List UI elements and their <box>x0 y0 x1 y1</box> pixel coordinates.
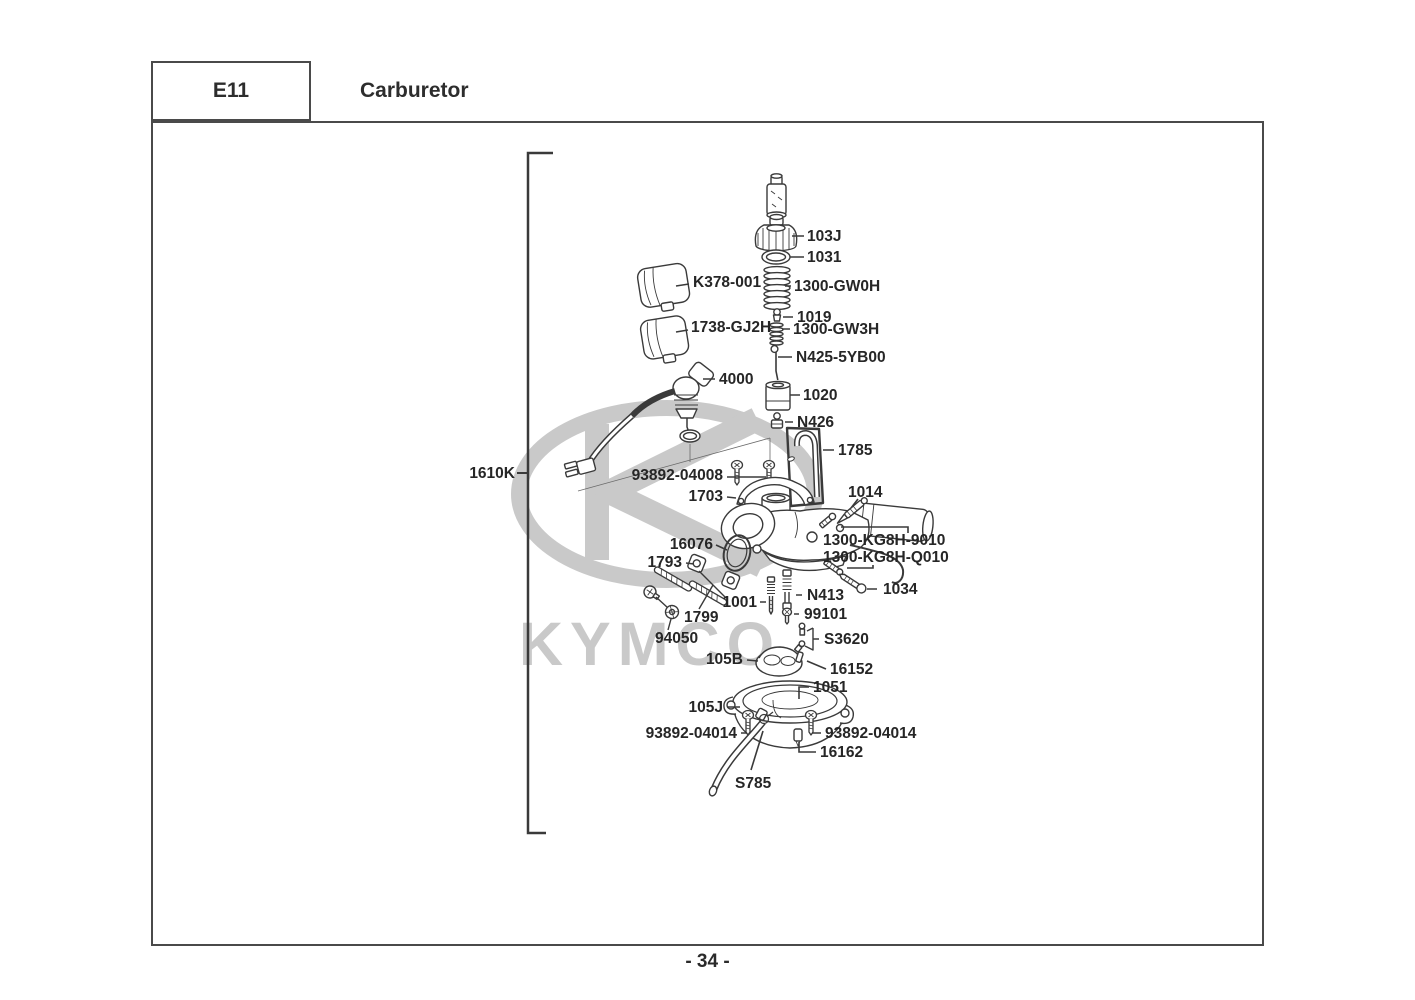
part-cable-adjuster-drawing <box>766 173 787 219</box>
part-screw-n413-drawing <box>782 569 792 610</box>
part-label-93892-04008: 93892-04008 <box>632 467 724 484</box>
part-label-16152: 16152 <box>830 661 873 678</box>
group-lines <box>577 437 771 492</box>
part-label-S785: S785 <box>735 775 772 792</box>
part-label-1793: 1793 <box>648 554 683 571</box>
part-screw-99101-drawing <box>781 607 793 625</box>
part-label-16162: 16162 <box>820 744 863 761</box>
page-title: Carburetor <box>360 79 469 102</box>
part-label-1300-KG8H-Q010: 1300-KG8H-Q010 <box>823 549 949 566</box>
part-94050-drawing <box>643 585 680 631</box>
part-label-1014: 1014 <box>848 484 883 501</box>
part-label-1034: 1034 <box>883 581 918 598</box>
part-label-1738-GJ2H: 1738-GJ2H <box>691 319 771 336</box>
part-label-1703: 1703 <box>689 488 724 505</box>
part-label-4000: 4000 <box>719 371 753 388</box>
part-label-N426: N426 <box>797 414 834 431</box>
part-jet-9010-drawing <box>818 512 837 529</box>
part-drain-tube-drawing <box>708 711 774 797</box>
part-boot-k378-drawing <box>636 262 691 312</box>
part-top-cap-drawing <box>754 213 798 252</box>
part-boot-1738-drawing <box>639 315 690 364</box>
part-label-1051: 1051 <box>813 679 848 696</box>
part-label-N425-5YB00: N425-5YB00 <box>796 349 886 366</box>
part-label-1001: 1001 <box>723 594 758 611</box>
watermark-text: KYMCO <box>519 610 781 678</box>
part-label-93892-04014-left: 93892-04014 <box>646 725 738 742</box>
part-1019-drawing <box>772 308 782 322</box>
diagram-border <box>151 121 1264 946</box>
part-labels: 1610K 103J 1031 1300-GW0H 1019 1300-GW3H… <box>469 228 948 792</box>
part-label-105B: 105B <box>706 651 743 668</box>
leader-lines <box>675 235 909 771</box>
part-label-N413: N413 <box>807 587 844 604</box>
part-label-1020: 1020 <box>803 387 837 404</box>
section-code: E11 <box>212 79 250 102</box>
part-label-1019: 1019 <box>797 309 832 326</box>
part-label-94050: 94050 <box>655 630 698 647</box>
part-spring-gw3h-drawing <box>769 322 784 346</box>
part-strap-drawing <box>736 476 815 506</box>
part-label-1300-KG8H-9010: 1300-KG8H-9010 <box>823 532 945 549</box>
part-screw-1034-drawing <box>838 573 867 594</box>
part-jet-needle-drawing <box>770 344 779 381</box>
section-code-box: E11 <box>151 61 311 121</box>
part-studs-drawing <box>652 553 741 610</box>
part-needle-1014-drawing <box>836 497 868 524</box>
part-screw-1001-drawing <box>766 576 776 615</box>
part-oring-1031-drawing <box>761 249 791 265</box>
part-label-1610K: 1610K <box>469 465 515 482</box>
part-spring-gw0h-drawing <box>763 265 791 311</box>
part-float-drawing <box>755 646 804 677</box>
part-label-105J: 105J <box>689 699 723 716</box>
part-label-16076: 16076 <box>670 536 713 553</box>
parts-drawing <box>563 173 934 797</box>
assembly-bracket <box>517 151 553 835</box>
part-label-1799: 1799 <box>684 609 719 626</box>
part-label-93892-04014-right: 93892-04014 <box>825 725 917 742</box>
page-number: - 34 - <box>685 951 730 972</box>
part-label-99101: 99101 <box>804 606 847 623</box>
part-label-1300-GW0H: 1300-GW0H <box>794 278 880 295</box>
part-label-K378-001: K378-001 <box>693 274 761 291</box>
part-solenoid-drawing <box>563 361 715 478</box>
part-label-1785: 1785 <box>838 442 873 459</box>
part-label-1031: 1031 <box>807 249 842 266</box>
part-label-S3620: S3620 <box>824 631 869 648</box>
part-1020-drawing <box>765 380 791 411</box>
part-oring-16076-drawing <box>722 534 752 572</box>
part-s3620-drawing <box>793 622 819 653</box>
kymco-watermark: KYMCO <box>511 400 823 678</box>
part-n426-drawing <box>770 412 784 429</box>
part-label-1300-GW3H: 1300-GW3H <box>793 321 879 338</box>
part-label-103J: 103J <box>807 228 841 245</box>
